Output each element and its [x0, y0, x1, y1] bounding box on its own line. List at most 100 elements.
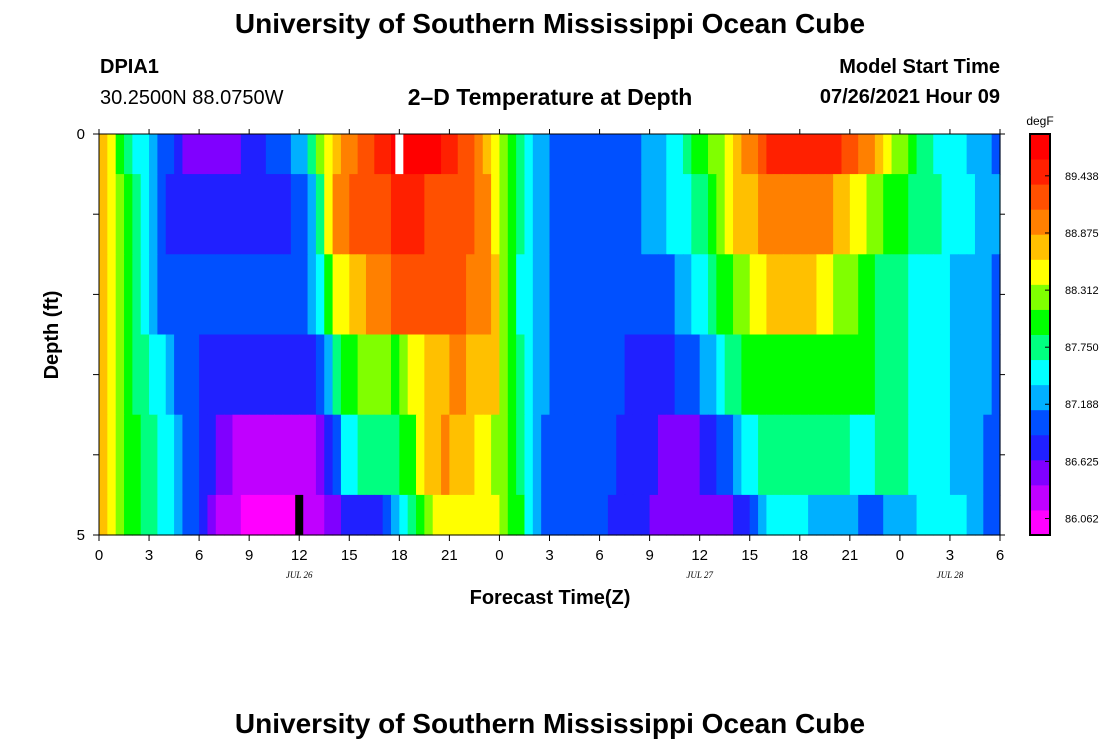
heatmap-cell [883, 414, 893, 496]
heatmap-cell [132, 494, 142, 536]
heatmap-cell [199, 174, 209, 255]
heatmap-cell [574, 134, 584, 175]
heatmap-cell [549, 494, 559, 536]
heatmap-cell [482, 414, 492, 496]
heatmap-cell [582, 414, 592, 496]
heatmap-cell [899, 494, 909, 536]
heatmap-cell [924, 254, 934, 336]
heatmap-cell [783, 254, 793, 336]
heatmap-cell [799, 334, 809, 416]
heatmap-cell [399, 494, 409, 536]
heatmap-cell [349, 174, 359, 255]
heatmap-cell [557, 334, 567, 416]
heatmap-cell [933, 414, 943, 496]
heatmap-cell [474, 494, 484, 536]
heatmap-cell [274, 414, 284, 496]
heatmap-cell [182, 174, 192, 255]
heatmap-cell [933, 254, 943, 336]
heatmap-cell [699, 134, 709, 175]
heatmap-cell [132, 254, 142, 336]
x-tick-label: 18 [791, 547, 808, 564]
heatmap-cell [874, 174, 884, 255]
heatmap-cell [724, 174, 734, 255]
heatmap-cell [991, 494, 1001, 536]
heatmap-cell [315, 414, 325, 496]
heatmap-cell [349, 334, 359, 416]
heatmap-cell [657, 254, 667, 336]
heatmap-cell [958, 494, 968, 536]
heatmap-cell [157, 414, 167, 496]
heatmap-cell [682, 334, 692, 416]
heatmap-cell [265, 334, 275, 416]
heatmap-cell [699, 254, 709, 336]
heatmap-cell [866, 414, 876, 496]
heatmap-cell [774, 254, 784, 336]
heatmap-cell [924, 414, 934, 496]
heatmap-cell [783, 494, 793, 536]
heatmap-cell [824, 494, 834, 536]
heatmap-cell [791, 334, 801, 416]
heatmap-cell [641, 494, 651, 536]
heatmap-cell [249, 174, 259, 255]
heatmap-cell [991, 334, 1001, 416]
heatmap-cell [874, 414, 884, 496]
heatmap-cell [599, 414, 609, 496]
heatmap-cell [899, 134, 909, 175]
heatmap-cell [240, 134, 250, 175]
heatmap-cell [574, 334, 584, 416]
heatmap-cell [966, 334, 976, 416]
heatmap-cell [499, 254, 509, 336]
heatmap-cell [733, 174, 742, 255]
heatmap-cell [441, 134, 450, 175]
heatmap-cell [841, 414, 851, 496]
heatmap-cell [190, 134, 200, 175]
colorbar-label: 89.438 [1065, 171, 1099, 183]
heatmap-cell [457, 414, 467, 496]
heatmap-cell [249, 134, 259, 175]
heatmap-cell [524, 174, 534, 255]
heatmap-cell [991, 414, 1001, 496]
heatmap-cell [457, 334, 467, 416]
heatmap-cell [474, 254, 484, 336]
heatmap-cell [474, 414, 484, 496]
heatmap-cell [641, 134, 651, 175]
heatmap-cell [357, 494, 367, 536]
heatmap-cell [491, 134, 501, 175]
heatmap-cell [899, 254, 909, 336]
heatmap-cell [891, 494, 901, 536]
heatmap-cell [716, 134, 726, 175]
heatmap-cell [591, 174, 601, 255]
heatmap-cell [232, 134, 242, 175]
heatmap-cell [215, 254, 225, 336]
heatmap-cell [716, 174, 726, 255]
heatmap-cell [783, 334, 793, 416]
heatmap-cell [582, 134, 592, 175]
heatmap-cell [215, 414, 225, 496]
heatmap-cell [299, 334, 309, 416]
heatmap-cell [791, 494, 801, 536]
colorbar-label: 86.625 [1065, 456, 1099, 468]
heatmap-cell [340, 254, 350, 336]
heatmap-cell [591, 134, 601, 175]
heatmap-cell [557, 254, 567, 336]
heatmap-cell [299, 254, 309, 336]
heatmap-cell [324, 174, 334, 255]
heatmap-cell [574, 414, 584, 496]
heatmap-cell [516, 414, 526, 496]
heatmap-cell [466, 134, 476, 175]
heatmap-cell [99, 254, 108, 336]
heatmap-cell [716, 334, 726, 416]
heatmap-cell [891, 254, 901, 336]
y-tick-label: 5 [77, 527, 85, 544]
heatmap-cell [924, 174, 934, 255]
heatmap-cell [332, 174, 342, 255]
heatmap-cell [691, 334, 701, 416]
heatmap-cell [190, 254, 200, 336]
heatmap-cell [240, 174, 250, 255]
heatmap-cells [99, 134, 1001, 536]
missing-data-marker [395, 134, 404, 175]
heatmap-cell [149, 174, 158, 255]
heatmap-cell [616, 134, 626, 175]
heatmap-cell [199, 334, 209, 416]
heatmap-cell [557, 134, 567, 175]
